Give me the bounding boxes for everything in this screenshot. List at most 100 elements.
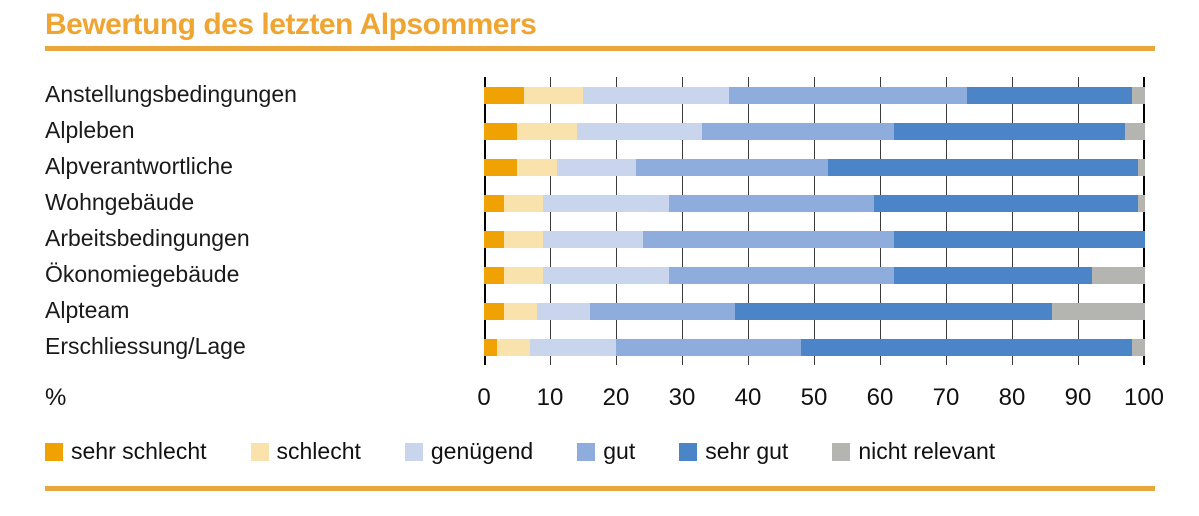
bar-segment [484, 231, 504, 248]
legend-label: sehr gut [705, 438, 789, 464]
bar-segment [1052, 303, 1145, 320]
bar-segment [484, 159, 518, 176]
bar-segment [893, 123, 1126, 140]
bar-row [484, 123, 1145, 140]
legend-swatch [404, 442, 423, 461]
bar-segment [966, 87, 1132, 104]
bottom-rule [45, 486, 1155, 491]
axis-tick-label: 90 [1064, 384, 1092, 411]
bar-segment [636, 159, 828, 176]
bar-segment [517, 159, 557, 176]
gridline [946, 77, 947, 365]
bar-segment [503, 303, 537, 320]
bar-segment [702, 123, 894, 140]
bar-row [484, 87, 1145, 104]
gridline [682, 77, 683, 365]
bar-segment [523, 87, 584, 104]
gridline [1078, 77, 1079, 365]
plot-area [484, 77, 1145, 365]
legend-item: nicht relevant [832, 438, 995, 465]
bar-segment [616, 339, 802, 356]
axis-tick-label: 70 [932, 384, 960, 411]
bar-segment [503, 267, 544, 284]
bar-segment [735, 303, 1053, 320]
bar-segment [893, 267, 1093, 284]
legend-item: schlecht [250, 438, 361, 465]
gridline [748, 77, 749, 365]
bar-segment [484, 123, 518, 140]
bar-segment [642, 231, 894, 248]
page-title: Bewertung des letzten Alpsommers [45, 8, 537, 41]
category-label: Arbeitsbedingungen [45, 225, 250, 251]
x-axis-unit-label: % [45, 384, 67, 411]
gridline [616, 77, 617, 365]
category-label: Alpverantwortliche [45, 153, 233, 179]
bar-segment [1138, 159, 1145, 176]
bar-segment [801, 339, 1132, 356]
bar-segment [728, 87, 967, 104]
bar-segment [893, 231, 1145, 248]
legend-item: sehr gut [679, 438, 788, 465]
legend-swatch [250, 442, 269, 461]
bar-segment [484, 267, 504, 284]
bar-segment [536, 303, 590, 320]
bar-segment [1125, 123, 1145, 140]
title-rule [45, 46, 1155, 51]
legend-swatch [832, 442, 851, 461]
legend-label: nicht relevant [858, 438, 996, 464]
axis-tick-label: 80 [998, 384, 1026, 411]
bar-segment [576, 123, 703, 140]
bar-segment [497, 339, 531, 356]
x-axis: 0 10 20 30 40 50 60 70 80 90 100 [477, 384, 1164, 414]
axis-line [484, 77, 486, 365]
bar-segment [503, 195, 544, 212]
bar-segment [543, 195, 670, 212]
bar-row [484, 339, 1145, 356]
bar-segment [484, 339, 498, 356]
legend-label: sehr schlecht [71, 438, 207, 464]
category-label: Alpteam [45, 297, 130, 323]
bar-segment [543, 231, 643, 248]
gridline [880, 77, 881, 365]
legend-swatch [45, 442, 63, 461]
bar-segment [484, 303, 504, 320]
bar-row [484, 231, 1145, 248]
bar-segment [589, 303, 736, 320]
bar-segment [583, 87, 729, 104]
axis-tick-label: 30 [668, 384, 696, 411]
axis-tick-label: 20 [602, 384, 630, 411]
bar-segment [669, 267, 894, 284]
bar-segment [543, 267, 670, 284]
legend-label: genügend [430, 438, 534, 464]
bar-segment [669, 195, 874, 212]
axis-tick-label: 10 [536, 384, 564, 411]
bar-segment [503, 231, 544, 248]
gridline [1012, 77, 1013, 365]
legend-item: gut [577, 438, 635, 465]
bar-segment [1092, 267, 1145, 284]
legend-label: schlecht [276, 438, 361, 464]
bar-segment [556, 159, 637, 176]
legend-swatch [577, 442, 596, 461]
bar-segment [873, 195, 1139, 212]
axis-tick-label: 50 [800, 384, 828, 411]
bar-segment [530, 339, 617, 356]
bar-row [484, 303, 1145, 320]
bar-segment [827, 159, 1139, 176]
bar-row [484, 159, 1145, 176]
axis-tick-label: 100 [1123, 384, 1165, 411]
bar-segment [484, 87, 524, 104]
category-labels: Anstellungsbedingungen Alpleben Alpverantw… [45, 77, 483, 365]
bar-row [484, 195, 1145, 212]
category-label: Ökonomiegebäude [45, 261, 240, 287]
legend-item: genügend [404, 438, 534, 465]
bar-segment [484, 195, 504, 212]
category-label: Anstellungsbedingungen [45, 81, 297, 107]
legend-item: sehr schlecht [45, 438, 207, 465]
axis-tick-label: 0 [477, 384, 491, 411]
bar-segment [517, 123, 577, 140]
legend-label: gut [603, 438, 636, 464]
category-label: Alpleben [45, 117, 135, 143]
bar-segment [1138, 195, 1145, 212]
